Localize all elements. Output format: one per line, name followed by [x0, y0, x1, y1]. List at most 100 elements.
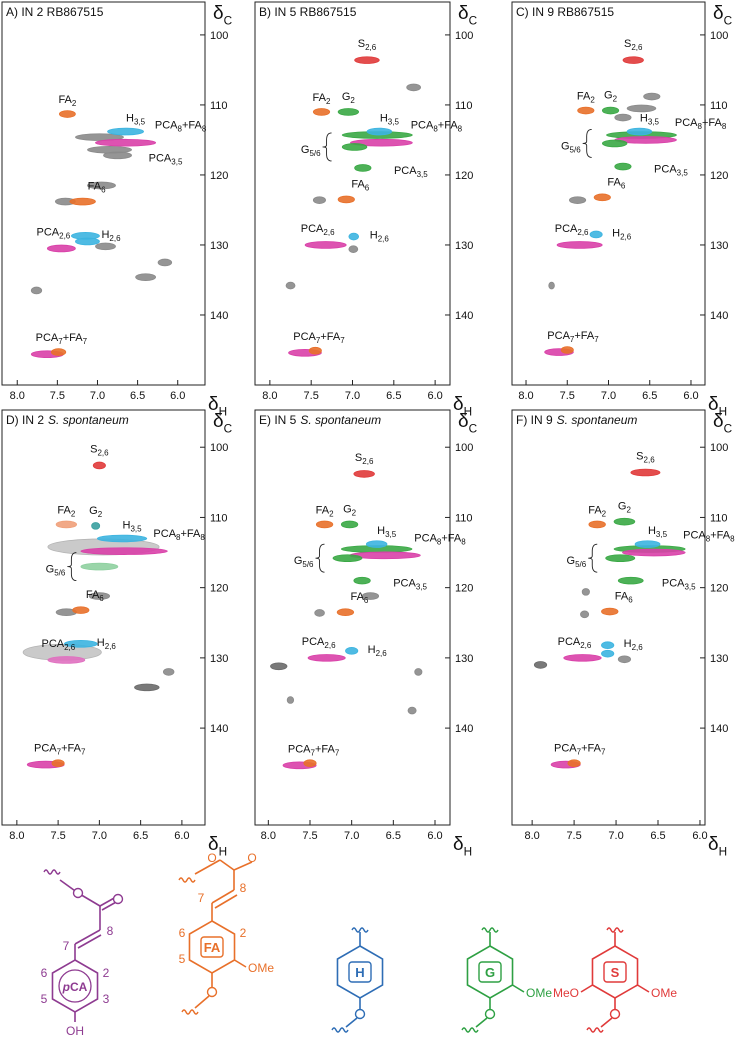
- peak-label-sub: 3,5: [388, 118, 400, 127]
- x-tick-label: 8.0: [518, 390, 533, 402]
- peak-label-text: +FA: [63, 332, 84, 344]
- peak-label-text: G: [604, 90, 613, 102]
- contour-peak: [72, 606, 90, 614]
- peak-label: H2,6: [612, 227, 632, 241]
- oxygen-atom: [354, 1008, 366, 1020]
- bond: [74, 929, 101, 945]
- peak-label-sub: 2,6: [109, 234, 121, 243]
- wavy-bond: [461, 1027, 479, 1033]
- contour-peak: [407, 706, 417, 715]
- peak-label-sub: 3,5: [648, 118, 660, 127]
- contour-peak: [548, 281, 555, 290]
- peak-label: PCA7+FA7: [36, 332, 88, 346]
- peak-label: PCA2,6: [555, 223, 589, 237]
- contour-peak: [568, 196, 587, 204]
- peak-label-text: PCA: [547, 330, 570, 342]
- peak-label: PCA2,6: [301, 223, 335, 237]
- brace: [588, 543, 598, 573]
- peak-label-sub: 6: [365, 183, 370, 192]
- y-tick-label: 100: [210, 30, 228, 42]
- peak-label-sub: 2,6: [620, 232, 632, 241]
- y-axis-label: δC: [458, 411, 478, 435]
- y-tick-label: 100: [455, 442, 473, 454]
- oxygen-atom: [484, 1008, 496, 1020]
- y-tick-label: 130: [710, 240, 728, 252]
- peak-label-sub: 6: [364, 596, 369, 605]
- bond: [345, 1017, 358, 1028]
- contour-peak: [304, 241, 347, 249]
- wavy-bond: [331, 1027, 349, 1033]
- y-axis-label-symbol: δ: [713, 3, 724, 24]
- peak-label-text: PCA: [414, 532, 437, 544]
- contour-peak: [626, 127, 653, 136]
- y-tick-label: 100: [455, 30, 473, 42]
- x-tick-label: 6.5: [650, 830, 665, 842]
- y-axis-label: δC: [458, 3, 478, 27]
- contour-peak: [46, 244, 76, 253]
- panel-title-species: S. spontaneum: [48, 413, 129, 427]
- structure-label: OMe: [651, 986, 677, 1000]
- contour-peak: [286, 696, 295, 704]
- structure-label: 8: [240, 881, 247, 895]
- peak-label: PCA2,6: [37, 226, 71, 240]
- y-axis-label-symbol: δ: [213, 3, 224, 24]
- contour-peak: [533, 661, 548, 669]
- contour-peak: [567, 759, 581, 768]
- peak-label: H2,6: [97, 637, 117, 651]
- x-axis-label: δH: [208, 394, 227, 418]
- contour-peak: [103, 151, 132, 160]
- contour-peak: [95, 138, 157, 147]
- x-tick-label: 6.0: [174, 830, 189, 842]
- peak-label: FA2: [313, 92, 331, 106]
- x-tick-label: 7.5: [560, 390, 575, 402]
- contour-peak: [314, 609, 325, 617]
- y-axis-label-sub: C: [469, 14, 478, 27]
- bond: [194, 995, 210, 1009]
- x-axis-label-symbol: δ: [453, 834, 464, 855]
- contour-peak: [107, 127, 145, 136]
- structure-label: 3: [103, 992, 110, 1006]
- contour-peak: [87, 181, 116, 190]
- structure: G OMe: [461, 927, 552, 1033]
- panel-frame: [511, 409, 706, 826]
- y-tick-label: 130: [210, 653, 228, 665]
- y-axis-label-symbol: δ: [213, 411, 224, 432]
- contour-peak: [308, 346, 322, 355]
- peak-label-text: +FA: [320, 331, 341, 343]
- ring-label-italic: p: [62, 980, 70, 994]
- x-tick-label: 6.0: [692, 830, 707, 842]
- peak-label-sub: 3,5: [385, 530, 397, 539]
- bond: [194, 859, 221, 875]
- spectrum-panel: E) IN 5 S. spontaneum 100 110 120 130 140 8.0 7.…: [254, 409, 478, 858]
- structure-label: O: [247, 851, 256, 865]
- y-tick-label: 120: [455, 583, 473, 595]
- peaks: [285, 56, 422, 357]
- peak-label-text: +FA: [61, 743, 82, 755]
- contour-peak: [556, 241, 603, 249]
- structure-label: MeO: [553, 986, 579, 1000]
- peak-label: PCA8+FA8: [683, 530, 735, 544]
- peak-label: PCA2,6: [41, 638, 75, 652]
- x-axis-label-symbol: δ: [708, 834, 719, 855]
- peak-label-sub: 8: [433, 125, 438, 134]
- peak-label: PCA8+FA8: [675, 117, 727, 131]
- contour-peak: [406, 83, 422, 92]
- x-axis-label-symbol: δ: [453, 394, 464, 415]
- peak-label-text: FA: [588, 504, 602, 516]
- y-tick-label: 110: [710, 512, 728, 524]
- contour-peak: [58, 110, 76, 118]
- brace: [582, 128, 592, 158]
- bond: [233, 861, 253, 871]
- contour-peak: [589, 230, 603, 239]
- ring-label: pCA: [62, 980, 88, 994]
- peak-label-text: S: [90, 443, 97, 455]
- x-axis-label: δH: [453, 394, 472, 418]
- contour-peak: [337, 195, 355, 204]
- peak-label-sub: 8: [177, 125, 182, 134]
- structure-label: S: [611, 965, 620, 980]
- peak-label: PCA7+FA7: [293, 331, 345, 345]
- x-axis-label: δH: [708, 394, 727, 418]
- peak-label-sub: 8: [722, 122, 727, 131]
- peak-label-text: G: [46, 564, 55, 576]
- peak-label-sub: 3,5: [171, 157, 183, 166]
